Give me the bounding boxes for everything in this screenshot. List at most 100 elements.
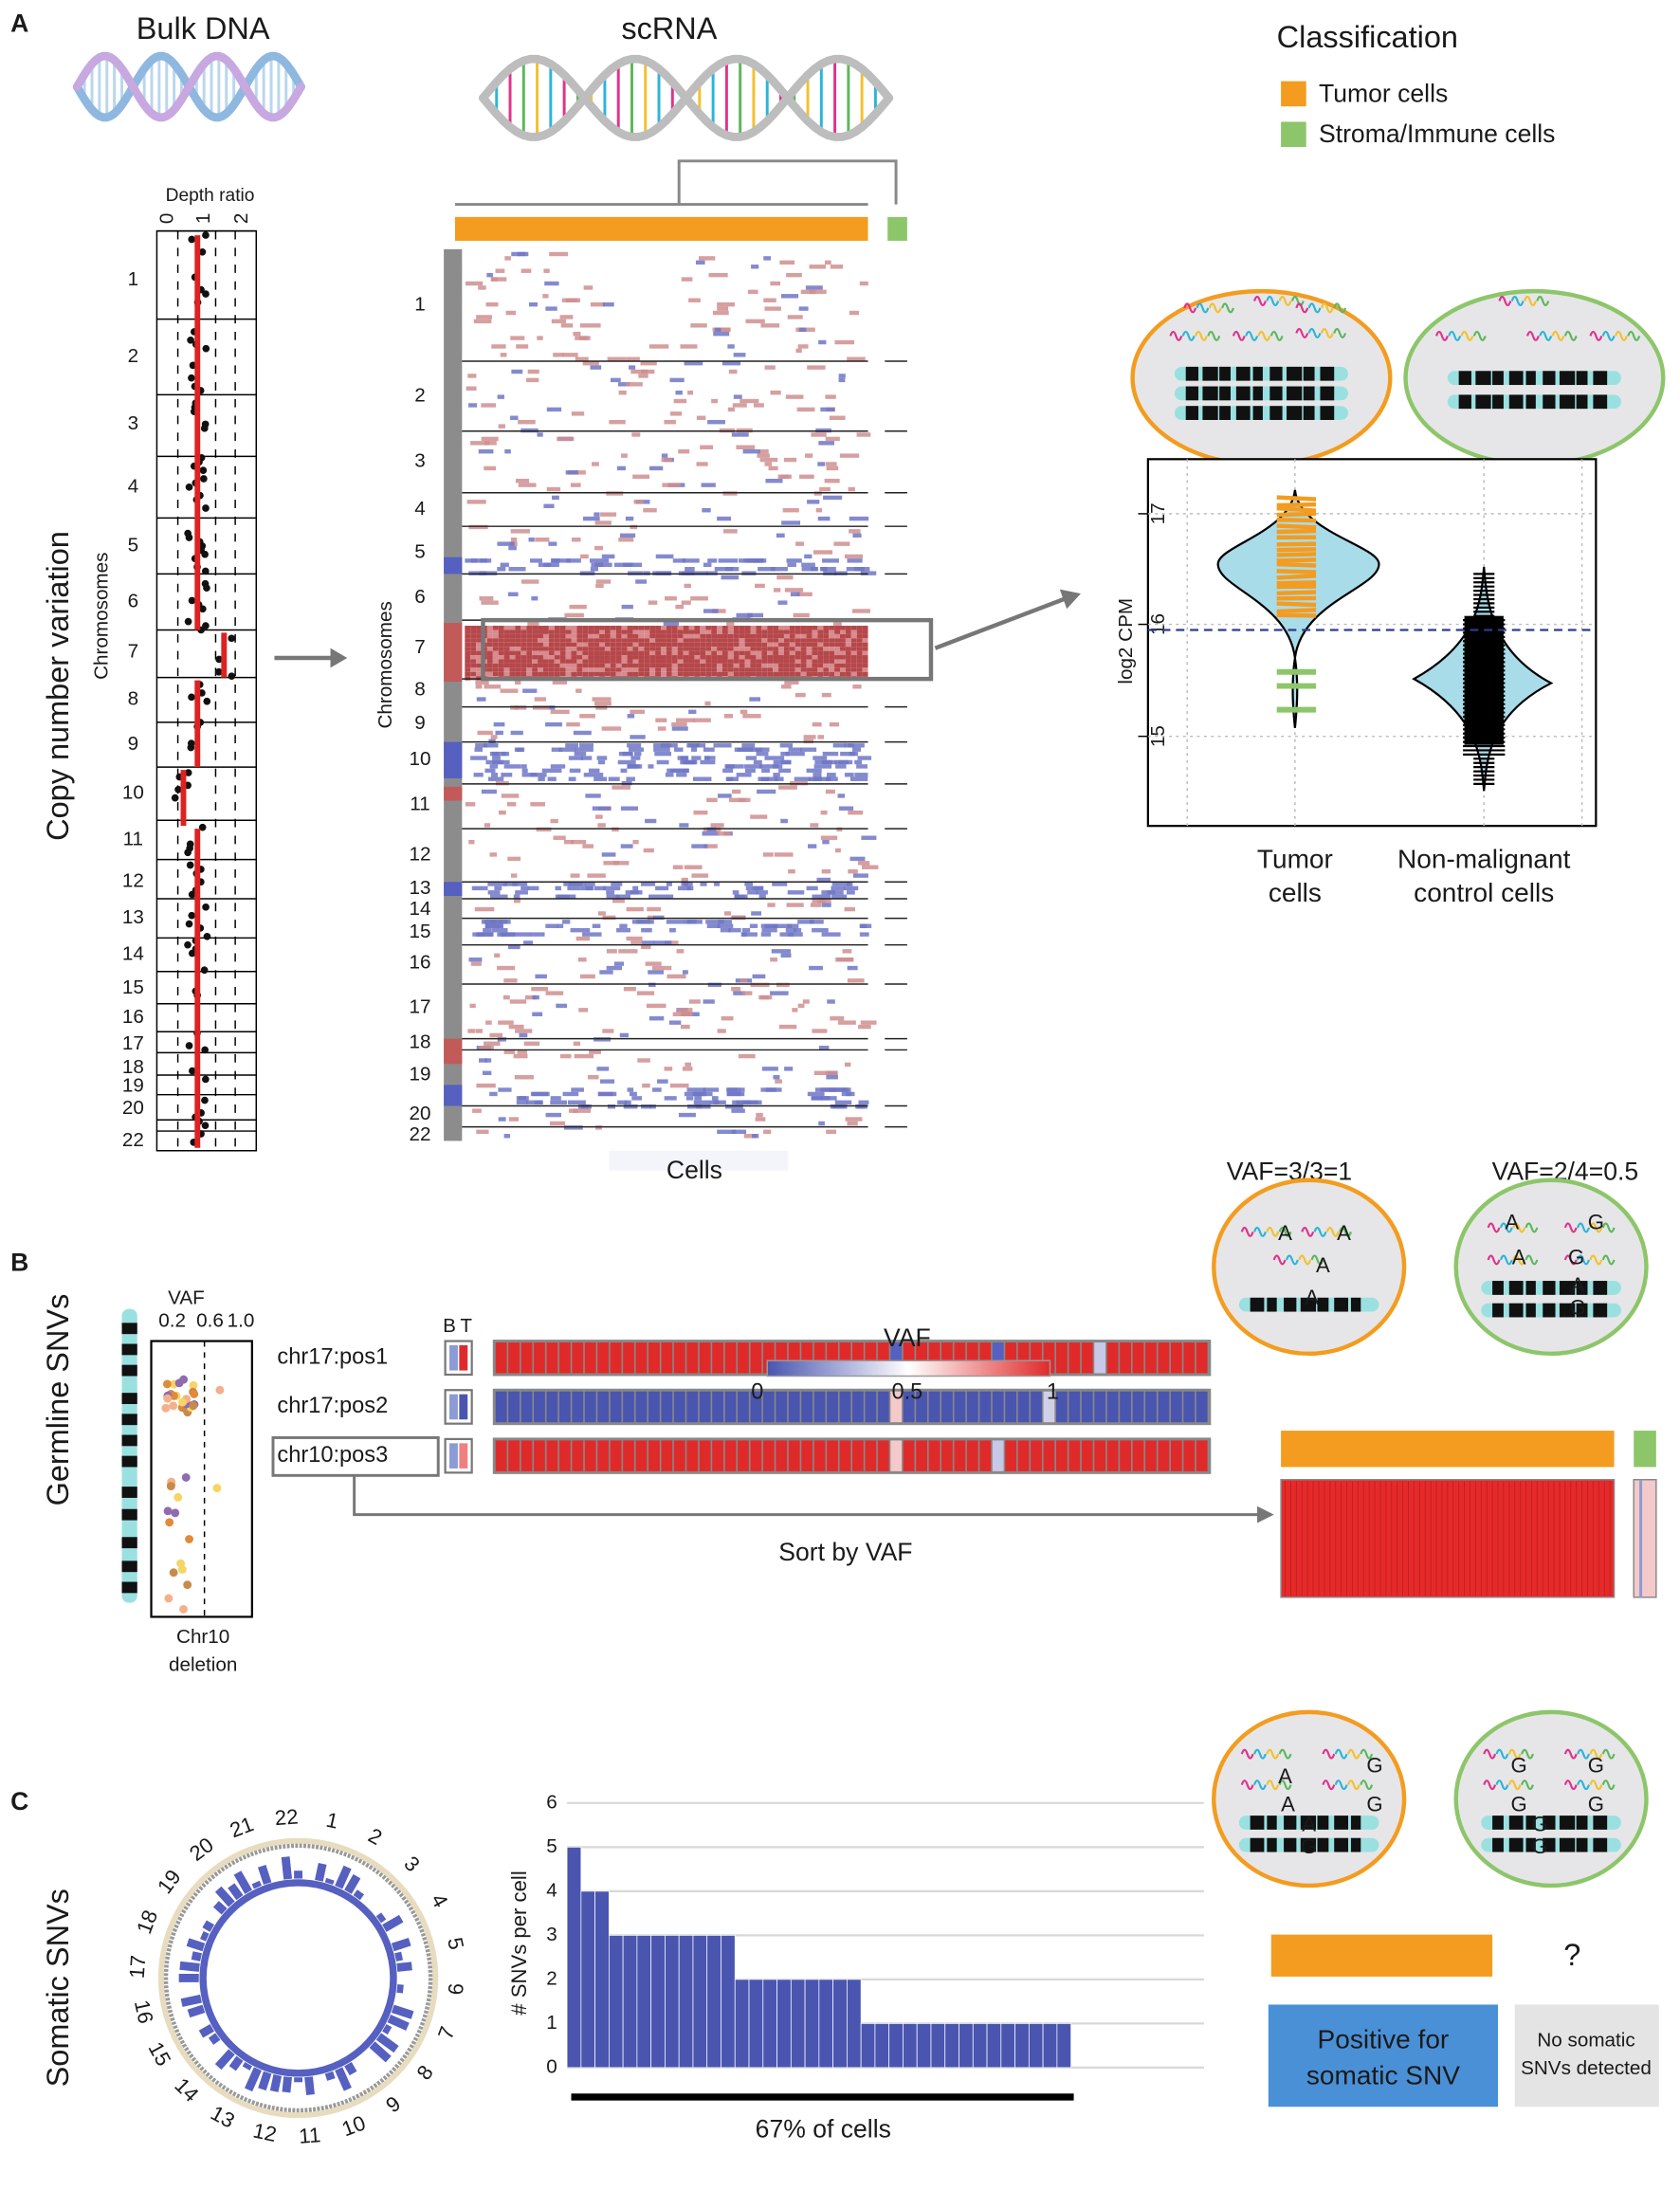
heat-cell <box>476 630 482 634</box>
vaf-cell <box>903 1391 915 1423</box>
heat-cell <box>794 663 801 668</box>
circos-bar <box>191 1951 202 1962</box>
heat-cell <box>489 852 498 857</box>
band <box>1235 386 1251 401</box>
heat-cell <box>476 663 482 668</box>
heat-cell <box>862 663 868 668</box>
vaf-cell <box>1183 1440 1196 1471</box>
heat-cell <box>615 671 622 677</box>
vaf-cell <box>1005 1391 1017 1423</box>
vaf-cell <box>839 1440 851 1471</box>
heat-cell <box>559 633 566 639</box>
vaf-dot <box>169 1568 178 1578</box>
heat-cell <box>846 567 865 572</box>
heat-cell <box>481 920 496 924</box>
heat-cell <box>510 336 525 340</box>
heat-cell <box>784 588 803 593</box>
heat-cell <box>655 638 661 643</box>
heat-cell <box>794 927 802 933</box>
heat-cell <box>503 626 510 630</box>
heat-cell <box>826 773 836 777</box>
heat-cell <box>632 885 639 891</box>
heat-cell <box>554 650 560 656</box>
heat-cell <box>809 265 827 269</box>
heat-cell <box>538 650 543 656</box>
heat-cell <box>653 940 672 945</box>
heat-cell <box>817 667 824 672</box>
heat-cell <box>618 949 638 954</box>
heat-cell <box>739 659 745 664</box>
rna <box>1499 1222 1513 1233</box>
vaf-cell <box>558 1391 571 1423</box>
label: G <box>1511 1753 1527 1777</box>
heat-cell <box>476 633 482 639</box>
rna <box>1253 1779 1267 1791</box>
circos-bar <box>281 1856 293 1880</box>
heat-cell <box>794 659 801 664</box>
heat-cell <box>800 663 807 668</box>
heat-cell <box>516 344 529 349</box>
heat-cell <box>498 659 504 664</box>
heat-cell <box>502 995 510 1000</box>
heat-cell <box>800 650 807 656</box>
heat-cell <box>582 638 589 643</box>
heat-cell <box>552 495 559 501</box>
label: chr10:pos3 <box>277 1443 388 1468</box>
heat-cell <box>671 726 688 731</box>
vaf-cell <box>1068 1391 1081 1423</box>
heat-cell <box>565 671 572 677</box>
heat-cell <box>761 667 768 672</box>
heat-cell <box>571 647 577 651</box>
heat-cell <box>625 516 634 521</box>
heat-cell <box>612 898 625 903</box>
heat-cell <box>704 701 711 706</box>
circos-label: 18 <box>132 1907 162 1937</box>
heat-cell <box>677 650 684 656</box>
heat-cell <box>688 638 695 643</box>
heat-cell <box>783 659 790 664</box>
heat-cell <box>767 647 774 651</box>
heat-cell <box>532 630 539 634</box>
circos-bar <box>396 1983 404 1994</box>
heat-cell <box>511 251 526 257</box>
heat-cell <box>576 630 583 634</box>
vaf-cell <box>979 1342 992 1374</box>
label: 1 <box>1047 1379 1059 1404</box>
vaf-cell <box>979 1440 992 1471</box>
heat-cell <box>559 655 566 660</box>
rna <box>1525 1222 1539 1233</box>
heat-cell <box>683 633 689 639</box>
label: G <box>1301 1834 1317 1858</box>
heat-cell <box>548 663 555 668</box>
heat-cell <box>744 642 751 648</box>
heat-cell <box>862 642 868 648</box>
heat-cell <box>641 927 652 933</box>
heat-cell <box>694 667 701 672</box>
heat-cell <box>503 671 510 677</box>
heat-cell <box>632 671 639 677</box>
heat-cell <box>520 671 527 677</box>
heat-cell <box>593 671 600 677</box>
heat-cell <box>557 923 564 928</box>
heat-cell <box>721 650 728 656</box>
band <box>1219 406 1231 420</box>
circos-bar <box>180 1994 202 2007</box>
vaf-cell <box>648 1440 660 1471</box>
strip-patch <box>444 557 463 575</box>
heat-cell <box>551 747 563 752</box>
vaf-cell <box>572 1440 584 1471</box>
heat-cell <box>507 856 521 862</box>
heat-cell <box>844 743 850 748</box>
heat-cell <box>762 852 774 857</box>
heat-cell <box>530 773 547 777</box>
heat-cell <box>506 802 517 807</box>
heat-cell <box>465 659 471 664</box>
vaf-cell <box>1017 1342 1030 1374</box>
heat-cell <box>515 478 530 484</box>
heat-cell <box>492 655 499 660</box>
depth-point <box>201 567 210 575</box>
heat-cell <box>691 747 698 752</box>
y-tick-label: 3 <box>546 1924 557 1945</box>
heat-cell <box>503 633 510 639</box>
heat-cell <box>508 1117 520 1122</box>
